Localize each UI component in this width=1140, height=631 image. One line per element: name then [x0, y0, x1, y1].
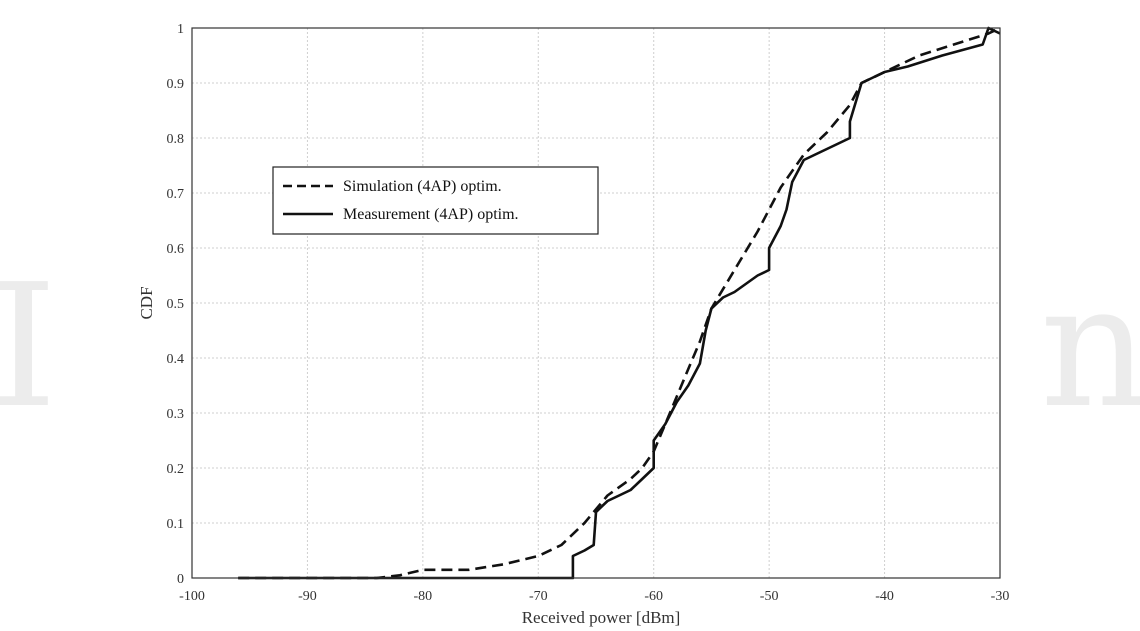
legend: Simulation (4AP) optim. Measurement (4AP… — [272, 166, 599, 235]
x-tick-label: -40 — [875, 589, 894, 604]
x-axis-label: Received power [dBm] — [522, 608, 681, 627]
series-line-measurement — [238, 26, 1001, 580]
legend-label-simulation: Simulation (4AP) optim. — [343, 178, 502, 195]
y-tick-label: 1 — [177, 22, 184, 37]
x-tick-label: -60 — [644, 589, 663, 604]
x-tick-label: -100 — [179, 589, 205, 604]
y-tick-label: 0.9 — [167, 77, 185, 92]
y-tick-label: 0.7 — [167, 187, 185, 202]
x-tick-label: -30 — [991, 589, 1010, 604]
y-tick-label: 0.3 — [167, 407, 185, 422]
x-tick-label: -80 — [414, 589, 433, 604]
y-tick-label: 0.1 — [167, 517, 185, 532]
x-tick-label: -50 — [760, 589, 779, 604]
y-tick-label: 0 — [177, 572, 184, 587]
watermark-left: I — [0, 248, 57, 446]
y-tick-label: 0.8 — [167, 132, 185, 147]
grid — [192, 28, 1000, 578]
y-tick-label: 0.6 — [167, 242, 185, 257]
legend-label-measurement: Measurement (4AP) optim. — [343, 206, 519, 223]
series-lines — [238, 26, 1001, 580]
y-tick-label: 0.4 — [167, 352, 185, 367]
x-tick-label: -90 — [298, 589, 317, 604]
y-axis-label: CDF — [137, 286, 156, 319]
tick-labels: -100 -90 -80 -70 -60 -50 -40 -30 0 0.1 0.2 0.3 0.4 0.… — [167, 22, 1010, 604]
plot-frame — [191, 27, 1001, 579]
y-tick-label: 0.5 — [167, 297, 185, 312]
y-tick-label: 0.2 — [167, 462, 185, 477]
x-tick-label: -70 — [529, 589, 548, 604]
watermark-right: n — [1040, 248, 1140, 446]
legend-box — [272, 166, 599, 235]
